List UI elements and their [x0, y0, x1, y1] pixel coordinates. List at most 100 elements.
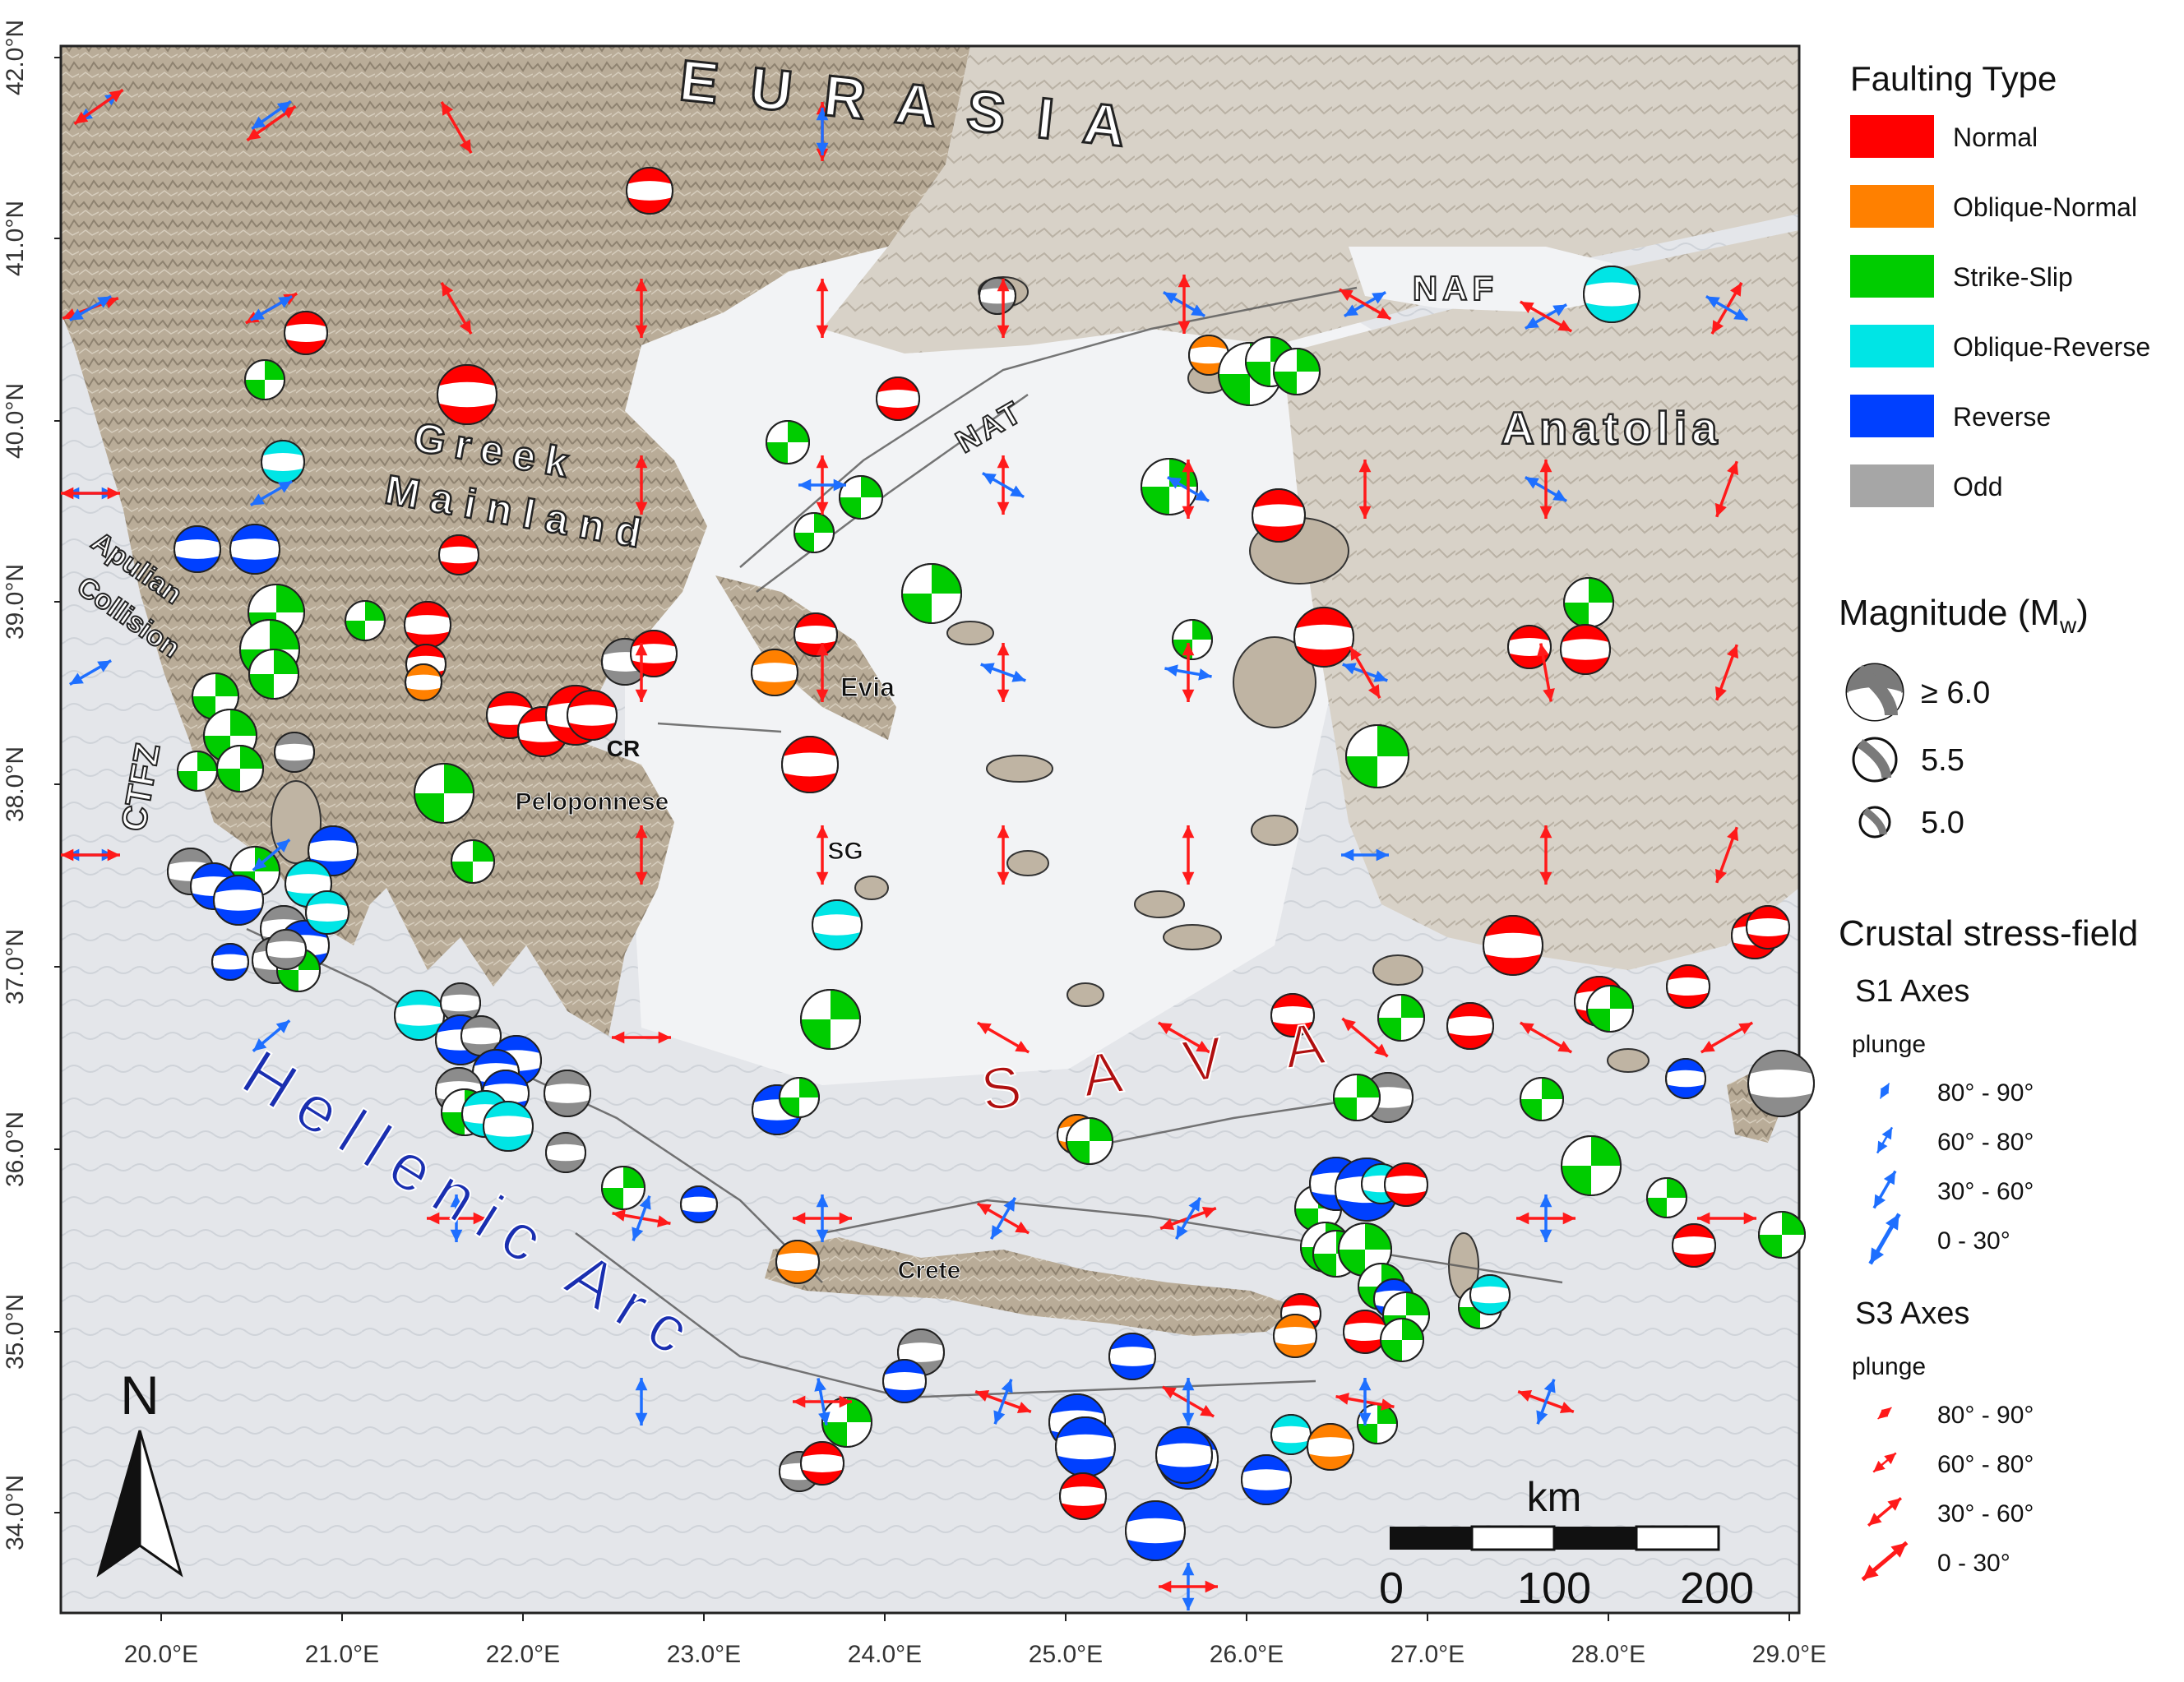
- lon-tick-27: 27.0°E: [1390, 1641, 1464, 1668]
- stress-arrow-9: [440, 281, 473, 335]
- map-area: [61, 46, 1799, 1613]
- focal-mechanism-31: [766, 420, 810, 464]
- scale-label-100: 100: [1517, 1564, 1591, 1613]
- focal-mechanism-110: [1338, 1222, 1392, 1277]
- stress-arrow-55: [1341, 848, 1389, 862]
- focal-mechanism-102: [1758, 1211, 1806, 1259]
- north-arrow: N: [96, 1365, 183, 1578]
- legend-s3-label-0: 80° - 90°: [1937, 1402, 2034, 1429]
- scale-label-0: 0: [1379, 1564, 1404, 1613]
- focal-mechanism-89: [1446, 1002, 1494, 1050]
- focal-mechanism-119: [1469, 1274, 1511, 1315]
- focal-mechanism-33: [794, 512, 835, 553]
- stress-arrow-2: [440, 100, 473, 155]
- focal-mechanism-120: [1108, 1333, 1156, 1380]
- focal-mechanism-134: [1357, 1403, 1398, 1444]
- focal-mechanism-45: [1345, 724, 1409, 788]
- focal-mechanism-92: [1586, 985, 1634, 1033]
- stress-arrow-10: [635, 279, 648, 338]
- focal-mechanism-44: [1293, 607, 1354, 668]
- lon-tick-28: 28.0°E: [1571, 1641, 1645, 1668]
- lat-tick-42: 42.0°N: [2, 20, 29, 95]
- stress-arrow-12: [997, 279, 1010, 338]
- stress-arrow-16: [1338, 288, 1392, 321]
- focal-mechanism-16: [405, 663, 442, 701]
- focal-mechanism-79: [800, 989, 861, 1050]
- focal-mechanism-95: [1746, 905, 1790, 950]
- legend-s1-arrow-1: [1876, 1126, 1894, 1154]
- stress-arrow-43: [1164, 664, 1212, 681]
- focal-mechanism-2: [244, 359, 285, 400]
- lat-tick-37: 37.0°N: [2, 929, 29, 1005]
- legend-s3-arrow-1: [1872, 1452, 1897, 1473]
- legend-s1-title: S1 Axes: [1855, 974, 1969, 1009]
- stress-arrow-20: [1705, 294, 1748, 322]
- label-anatolia: Anatolia: [1502, 402, 1723, 454]
- focal-mechanism-40: [1188, 335, 1229, 376]
- stress-arrow-82: [993, 1379, 1013, 1425]
- focal-mechanism-55: [213, 875, 264, 926]
- label-naf: NAF: [1413, 269, 1498, 307]
- stress-arrow-84: [1182, 1378, 1195, 1426]
- lon-tick-25: 25.0°E: [1029, 1641, 1103, 1668]
- stress-axis-layer: [61, 88, 1756, 1610]
- focal-mechanism-11: [248, 649, 299, 700]
- north-arrow-label: N: [120, 1365, 160, 1426]
- legend-swatch-0: [1850, 115, 1934, 158]
- lat-tick-40: 40.0°N: [2, 383, 29, 459]
- stress-arrow-88: [1536, 1379, 1556, 1425]
- focal-mechanism-59: [211, 943, 249, 981]
- lat-tick-38: 38.0°N: [2, 746, 29, 822]
- focal-mechanism-32: [839, 475, 883, 520]
- legend-stress-title: Crustal stress-field: [1839, 913, 2138, 954]
- focal-mechanism-34: [876, 377, 920, 421]
- stress-arrow-61: [1157, 1021, 1211, 1054]
- legend-swatch-3: [1850, 325, 1934, 367]
- label-evia: Evia: [840, 672, 895, 702]
- lat-tick-39: 39.0°N: [2, 564, 29, 640]
- stress-arrow-36: [1714, 460, 1739, 518]
- stress-arrow-24: [61, 487, 120, 500]
- stress-arrow-54: [1182, 825, 1195, 885]
- focal-mechanism-3: [437, 364, 497, 425]
- focal-mechanism-99: [1561, 1135, 1622, 1196]
- anatolia-landmass: [1283, 230, 1799, 970]
- legend-s3-label-3: 0 - 30°: [1937, 1550, 2010, 1577]
- focal-mechanism-127: [1055, 1416, 1116, 1477]
- stress-arrow-59: [612, 1031, 671, 1044]
- magnitude-ball-6: [1845, 663, 1904, 722]
- scale-bar-unit: km: [1527, 1474, 1582, 1520]
- legend-s3-title: S3 Axes: [1855, 1296, 1969, 1331]
- legend-s1-arrow-0: [1879, 1083, 1890, 1099]
- legend-s1-label-0: 80° - 90°: [1937, 1079, 2034, 1107]
- stress-arrow-50: [252, 839, 291, 871]
- focal-mechanism-83: [1066, 1117, 1113, 1165]
- legend-s1-plunge: plunge: [1852, 1031, 1926, 1058]
- lat-tick-36: 36.0°N: [2, 1111, 29, 1187]
- stress-arrow-60: [976, 1021, 1030, 1054]
- legend-magnitude-title-main: Magnitude (M: [1839, 593, 2060, 633]
- stress-arrow-64: [1700, 1021, 1754, 1054]
- focal-mechanism-36: [979, 277, 1016, 315]
- legend-mag-5: 5.0: [1921, 806, 1964, 840]
- lon-tick-24: 24.0°E: [848, 1641, 922, 1668]
- lat-tick-35: 35.0°N: [2, 1294, 29, 1370]
- focal-mechanism-77: [680, 1185, 718, 1223]
- focal-mechanism-132: [1270, 1414, 1312, 1455]
- focal-mechanism-133: [1307, 1423, 1354, 1471]
- stress-arrow-76: [1539, 1194, 1552, 1242]
- stress-arrow-37: [69, 658, 112, 686]
- focal-mechanism-43: [1273, 348, 1321, 395]
- magnitude-ball-5-5: [1852, 737, 1898, 783]
- lon-tick-23: 23.0°E: [667, 1641, 741, 1668]
- lon-tick-20: 20.0°E: [124, 1641, 198, 1668]
- stress-arrow-11: [816, 279, 829, 338]
- stress-arrow-80: [814, 1378, 831, 1426]
- stress-arrow-68: [632, 1195, 651, 1241]
- focal-mechanism-46: [1583, 266, 1640, 323]
- stress-arrow-52: [816, 825, 829, 885]
- legend-s1-label-2: 30° - 60°: [1937, 1178, 2034, 1205]
- focal-mechanism-6: [229, 524, 280, 575]
- stress-arrow-53: [997, 825, 1010, 885]
- crete-landmass: [765, 1237, 1299, 1336]
